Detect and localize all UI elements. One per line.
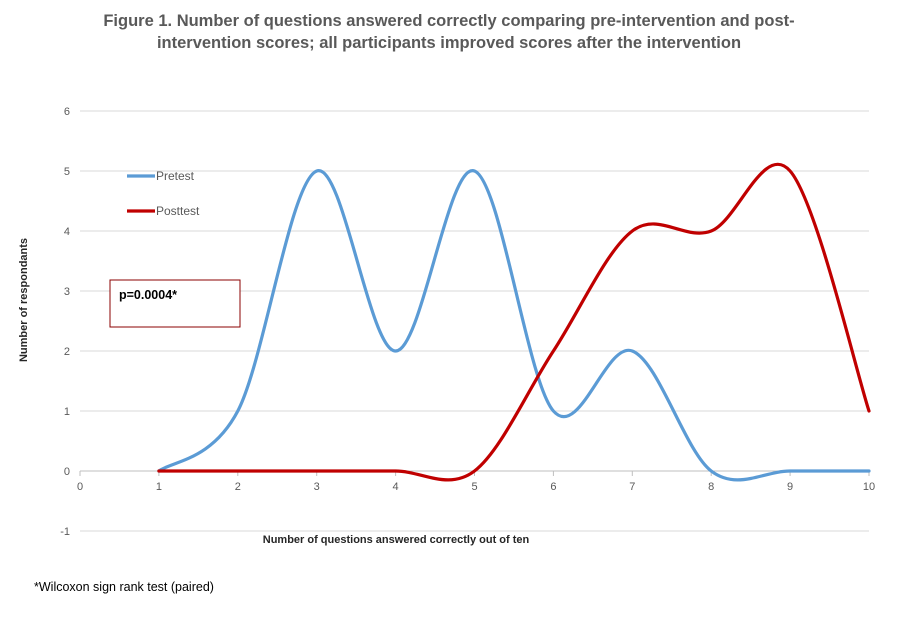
x-tick-label: 1 [156, 481, 162, 493]
x-tick-label: 10 [863, 481, 875, 493]
x-tick-label: 3 [314, 481, 320, 493]
x-axis-label: Number of questions answered correctly o… [263, 534, 530, 546]
y-axis-label: Number of respondants [18, 238, 30, 362]
x-tick-label: 6 [550, 481, 556, 493]
legend-label-posttest: Posttest [156, 204, 200, 218]
x-tick-label: 0 [77, 481, 83, 493]
x-tick-label: 4 [393, 481, 399, 493]
y-tick-label: 6 [64, 106, 70, 118]
annotation-text: p=0.0004* [119, 288, 177, 302]
chart-title-line1: Figure 1. Number of questions answered c… [103, 12, 795, 30]
y-tick-label: 1 [64, 406, 70, 418]
x-tick-label: 2 [235, 481, 241, 493]
x-tick-label: 9 [787, 481, 793, 493]
chart-title: Figure 1. Number of questions answered c… [60, 10, 838, 54]
footnote: *Wilcoxon sign rank test (paired) [34, 580, 214, 594]
annotation-box: p=0.0004* [109, 279, 241, 328]
chart-title-line2: intervention scores; all participants im… [156, 34, 742, 52]
y-tick-label: 5 [64, 166, 70, 178]
series-line-posttest [157, 162, 871, 482]
y-tick-label: 3 [64, 286, 70, 298]
x-tick-label: 8 [708, 481, 714, 493]
series-lines [157, 162, 871, 482]
y-tick-label: -1 [60, 526, 70, 538]
legend-label-pretest: Pretest [156, 169, 195, 183]
series-line-pretest [157, 169, 871, 482]
x-tick-labels: 0 1 2 3 4 5 6 7 8 9 10 [77, 471, 875, 493]
y-tick-label: 4 [64, 226, 70, 238]
y-tick-labels: -1 0 1 2 3 4 5 6 [60, 106, 70, 538]
legend: Pretest Posttest [127, 169, 200, 218]
x-tick-label: 7 [629, 481, 635, 493]
x-tick-label: 5 [471, 481, 477, 493]
y-tick-label: 0 [64, 466, 70, 478]
y-tick-label: 2 [64, 346, 70, 358]
